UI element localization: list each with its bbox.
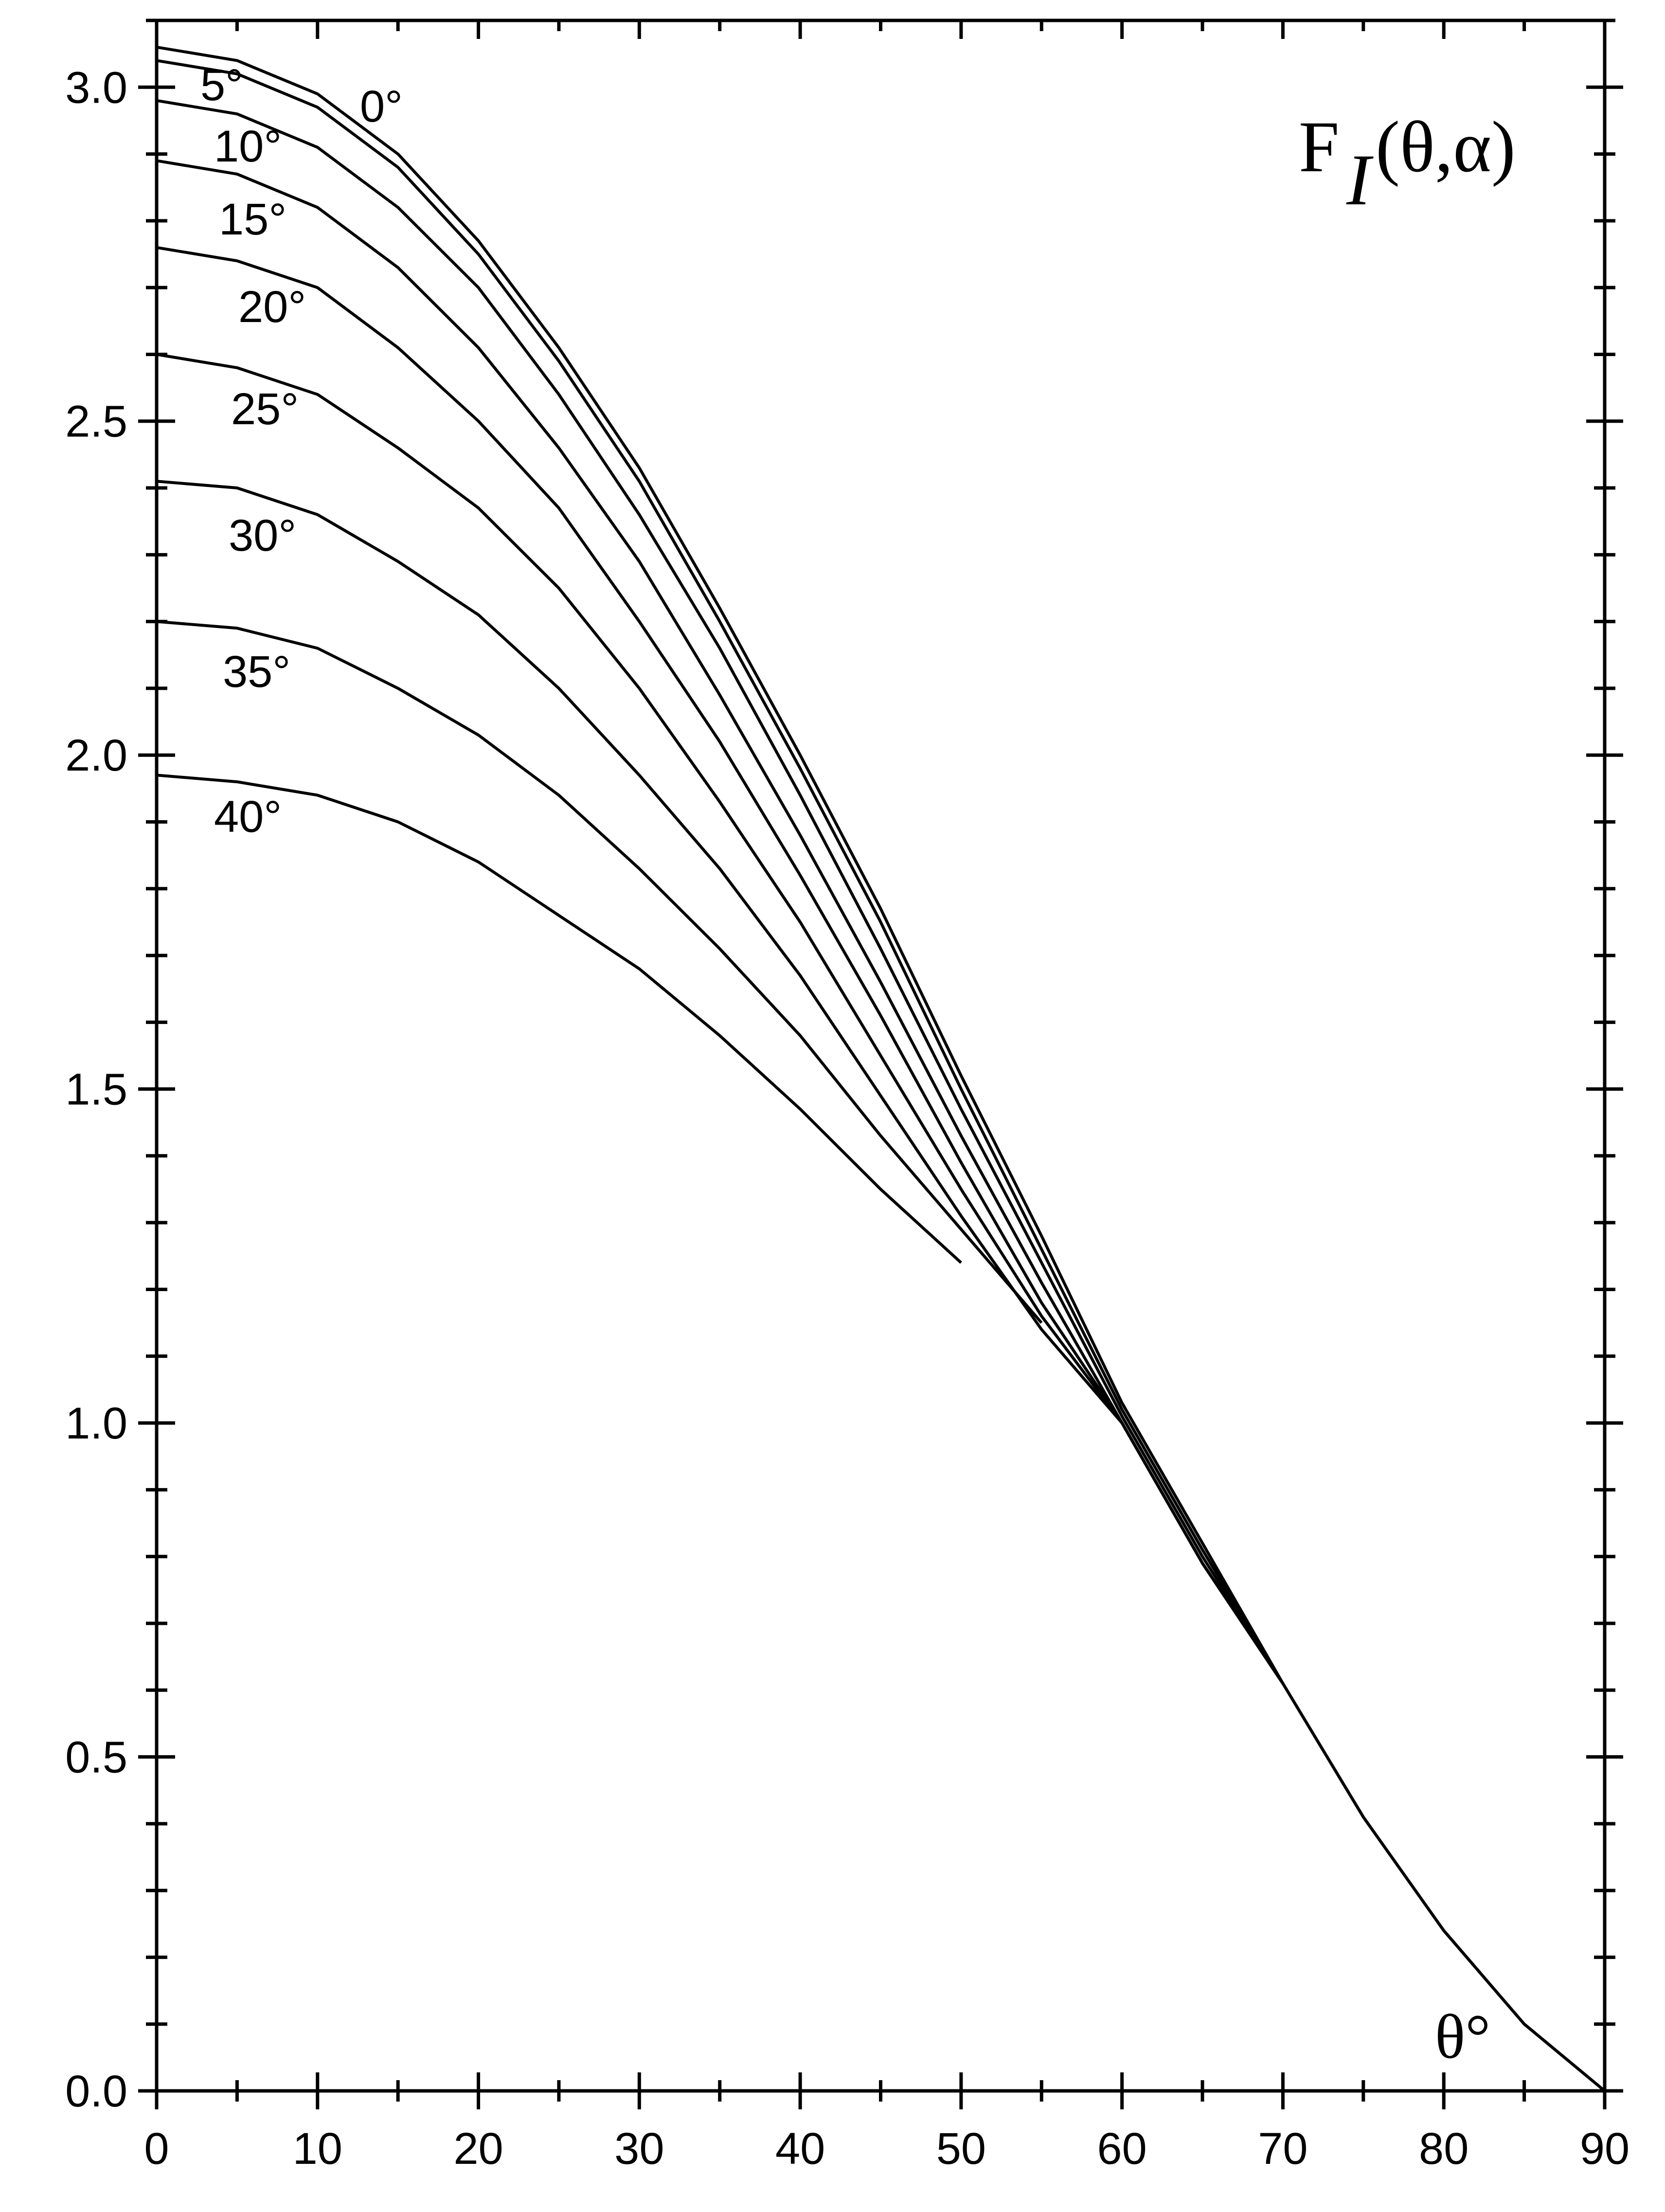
plot-frame — [155, 18, 1607, 2093]
x-tick-label: 50 — [936, 2124, 986, 2174]
y-tick-label: 3.0 — [65, 63, 127, 112]
y-tick-label: 2.0 — [65, 731, 127, 780]
x-tick-label: 0 — [144, 2124, 169, 2174]
chart-title: F — [1299, 107, 1339, 187]
series-label: 35° — [223, 647, 290, 697]
x-tick-label: 20 — [453, 2124, 503, 2174]
series-line — [156, 480, 1284, 1685]
series-label: 40° — [214, 792, 282, 842]
x-tick-label: 40 — [775, 2124, 825, 2174]
tick-marks — [138, 18, 1623, 2109]
x-tick-label: 90 — [1580, 2124, 1629, 2174]
series-label: 0° — [360, 82, 403, 131]
series-line — [156, 99, 1284, 1685]
series-line — [156, 773, 962, 1264]
x-tick-label: 10 — [293, 2124, 342, 2174]
x-tick-labels: 0 10 20 30 40 50 60 70 80 90 — [144, 2124, 1629, 2174]
series-label: 20° — [238, 282, 306, 332]
x-tick-label: 30 — [614, 2124, 664, 2174]
y-tick-label: 0.5 — [65, 1733, 127, 1782]
series-line — [156, 159, 1284, 1685]
series-label: 15° — [219, 195, 286, 244]
series-line — [156, 45, 1606, 2092]
x-tick-label: 60 — [1097, 2124, 1146, 2174]
series-labels: 0° 5° 10° 15° 20° 25° 30° 35° 40° — [200, 60, 403, 842]
series-lines — [156, 45, 1606, 2092]
y-tick-labels: 0.0 0.5 1.0 1.5 2.0 2.5 3.0 — [65, 63, 127, 2116]
series-label: 10° — [214, 122, 282, 171]
series-line — [156, 59, 1606, 2092]
chart-title-args: (θ,α) — [1376, 107, 1516, 187]
y-tick-label: 2.5 — [65, 397, 127, 447]
series-label: 5° — [200, 60, 243, 110]
y-tick-label: 0.0 — [65, 2067, 127, 2116]
chart-title-subscript: I — [1346, 140, 1374, 220]
series-label: 25° — [231, 384, 299, 434]
series-label: 30° — [229, 511, 296, 560]
series-line — [156, 353, 1284, 1685]
series-line — [156, 246, 1284, 1685]
y-tick-label: 1.5 — [65, 1065, 127, 1115]
series-line — [156, 620, 1043, 1324]
y-tick-label: 1.0 — [65, 1399, 127, 1448]
x-tick-label: 80 — [1419, 2124, 1468, 2174]
x-axis-label: θ° — [1435, 2002, 1490, 2072]
x-tick-label: 70 — [1258, 2124, 1307, 2174]
